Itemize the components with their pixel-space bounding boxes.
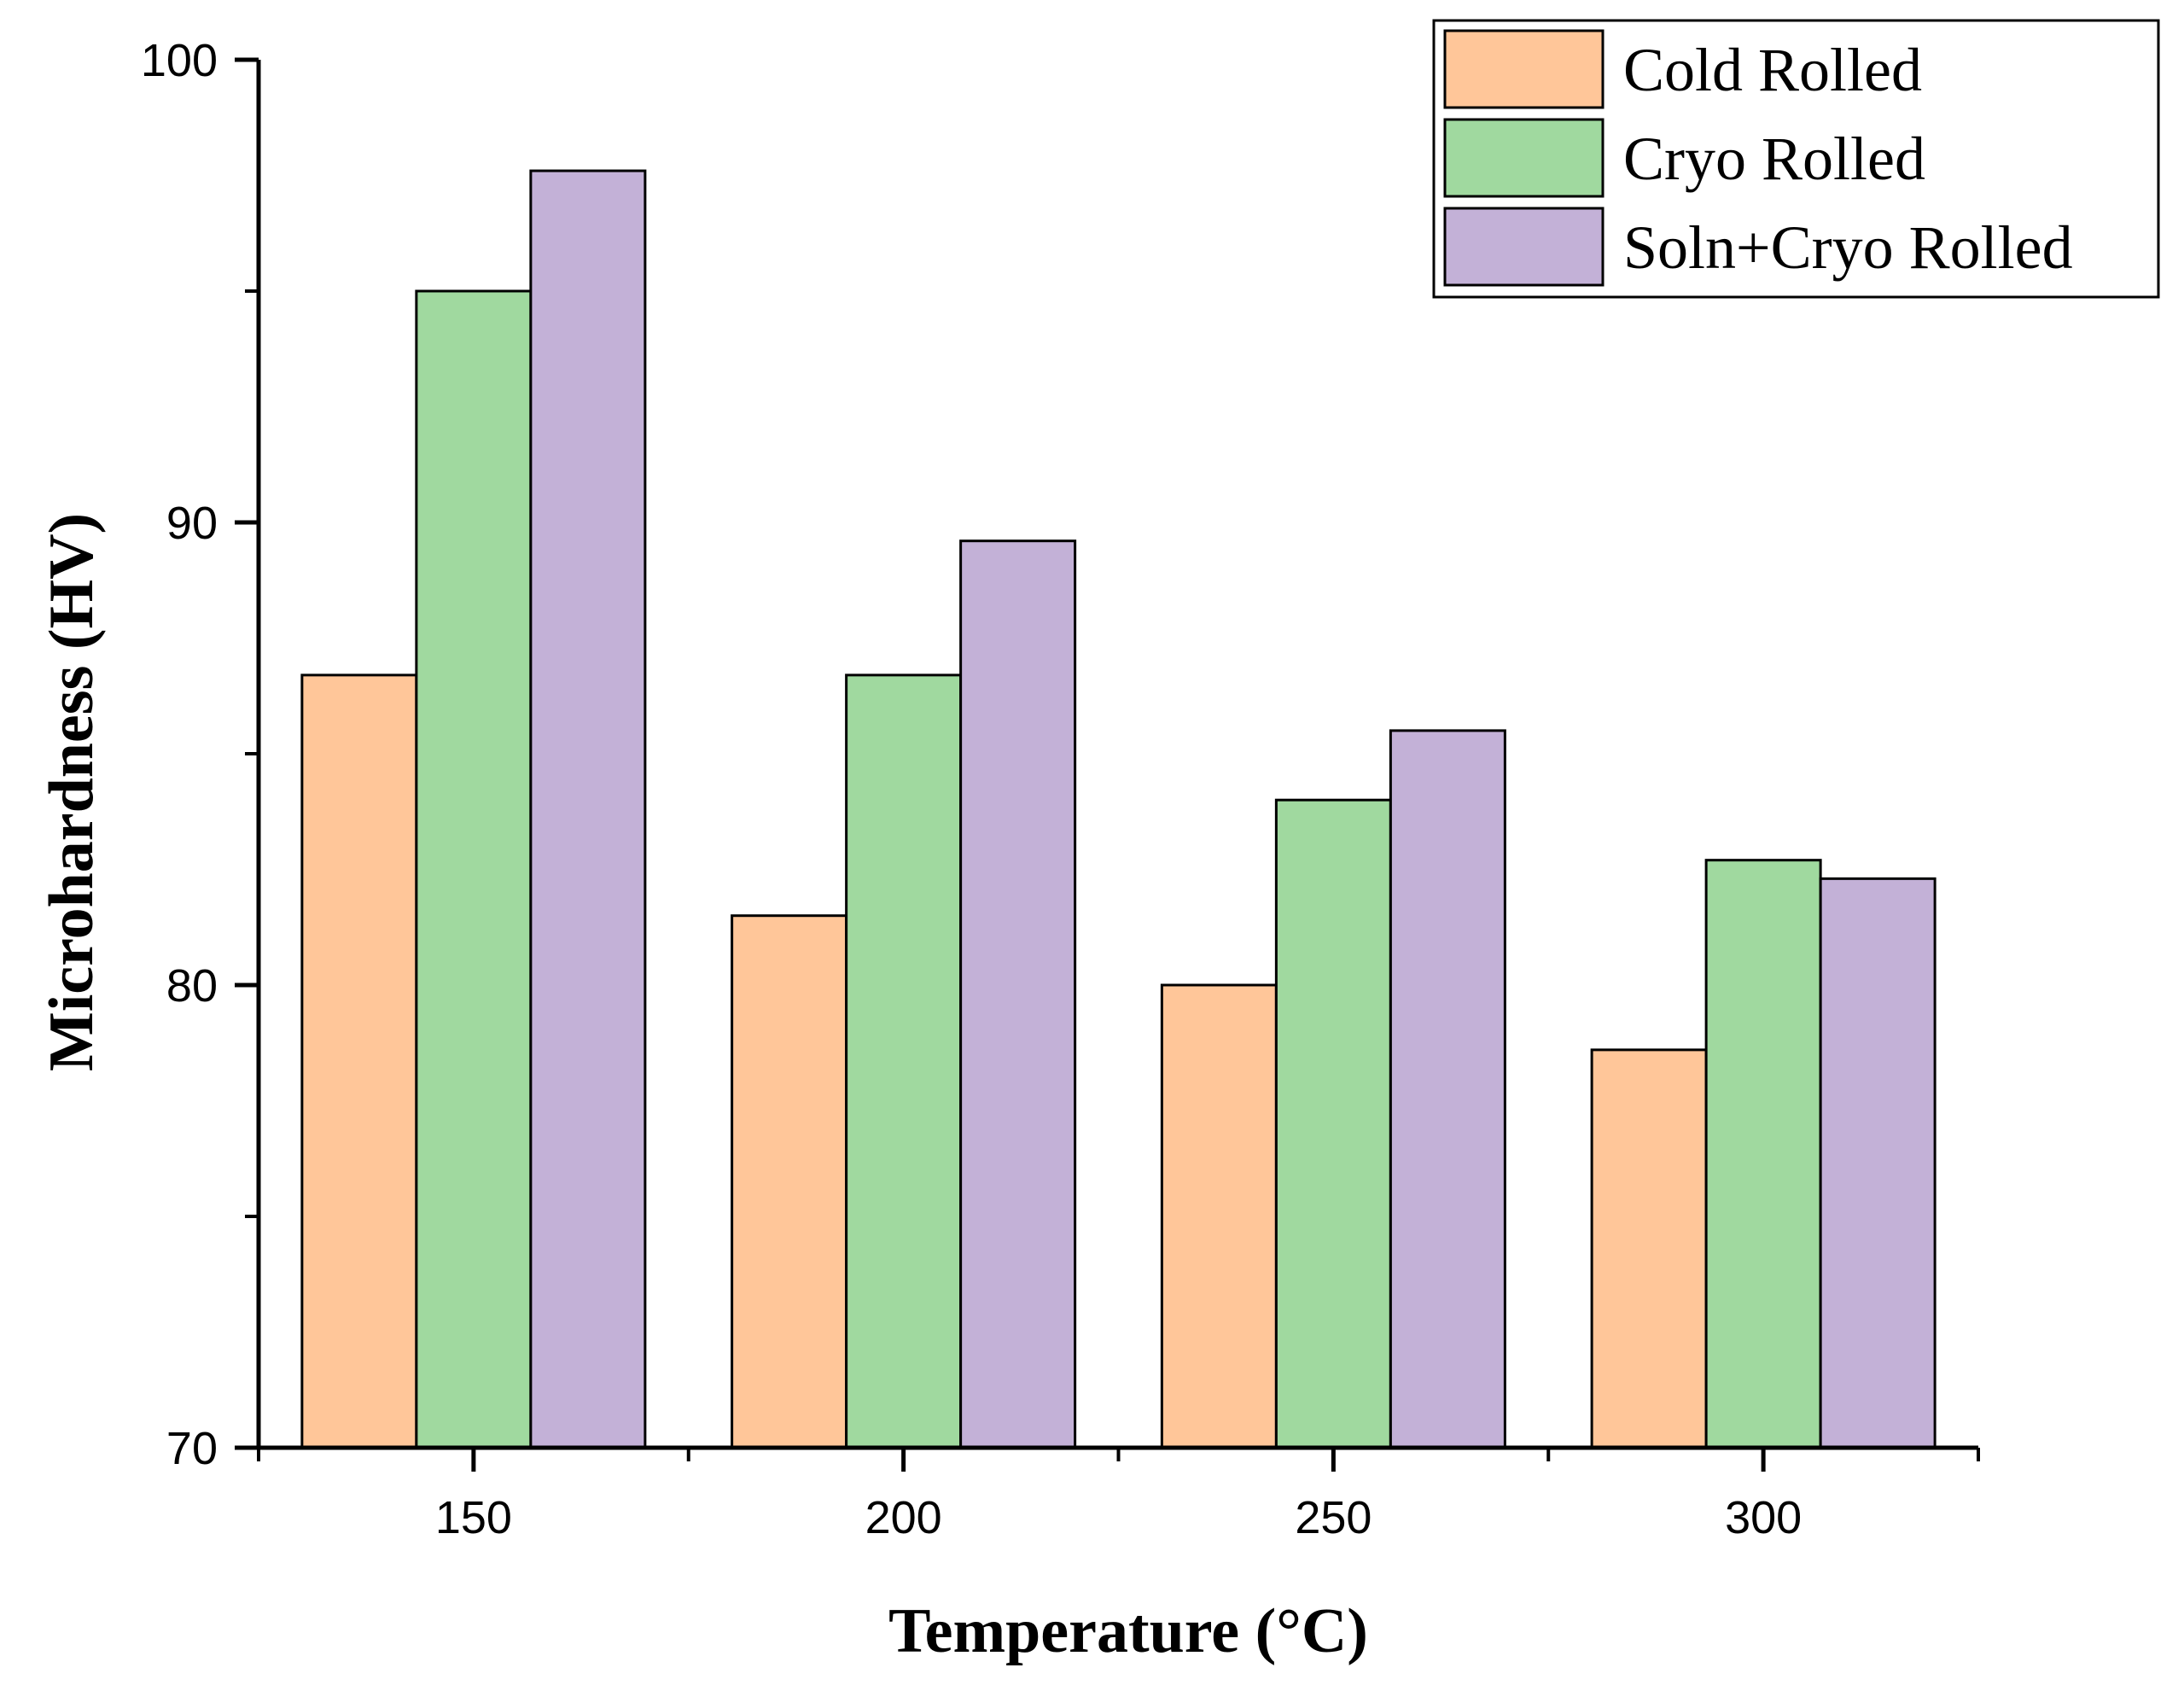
y-tick-label-80: 80 — [166, 960, 218, 1012]
x-axis-title: Temperature (°C) — [888, 1596, 1368, 1666]
y-tick-label-100: 100 — [141, 35, 218, 86]
legend-swatch-cold-rolled — [1443, 29, 1605, 109]
bars-group — [300, 169, 1936, 1449]
x-tick-label-300: 300 — [1725, 1492, 1802, 1543]
bar-soln-cryo-rolled-150 — [529, 169, 647, 1449]
bar-cryo-rolled-150 — [415, 289, 533, 1449]
bar-cold-rolled-300 — [1590, 1048, 1708, 1449]
legend: Cold Rolled Cryo Rolled Soln+Cryo Rolled — [1432, 19, 2160, 299]
legend-label-cryo-rolled: Cryo Rolled — [1623, 125, 1925, 193]
x-tick-label-250: 250 — [1295, 1492, 1372, 1543]
y-axis-title: Microhardness (HV) — [37, 513, 107, 1071]
legend-label-soln-cryo-rolled: Soln+Cryo Rolled — [1623, 213, 2073, 282]
bar-cold-rolled-200 — [731, 914, 848, 1449]
bar-cold-rolled-250 — [1160, 983, 1278, 1449]
x-tick-label-200: 200 — [865, 1492, 942, 1543]
bar-cold-rolled-150 — [300, 673, 418, 1449]
bar-cryo-rolled-200 — [845, 673, 963, 1449]
bar-cryo-rolled-300 — [1704, 859, 1822, 1449]
y-tick-label-70: 70 — [166, 1423, 218, 1474]
bar-soln-cryo-rolled-250 — [1389, 729, 1506, 1449]
bar-soln-cryo-rolled-200 — [959, 539, 1077, 1449]
legend-label-cold-rolled: Cold Rolled — [1623, 36, 1922, 104]
legend-swatch-cryo-rolled — [1443, 118, 1605, 198]
legend-swatch-soln-cryo-rolled — [1443, 207, 1605, 287]
x-tick-label-150: 150 — [435, 1492, 512, 1543]
y-tick-label-90: 90 — [166, 498, 218, 549]
bar-cryo-rolled-250 — [1274, 798, 1392, 1449]
ticks-group: 70 80 90 100 150 200 250 300 — [141, 35, 1980, 1543]
bar-soln-cryo-rolled-300 — [1819, 877, 1936, 1449]
